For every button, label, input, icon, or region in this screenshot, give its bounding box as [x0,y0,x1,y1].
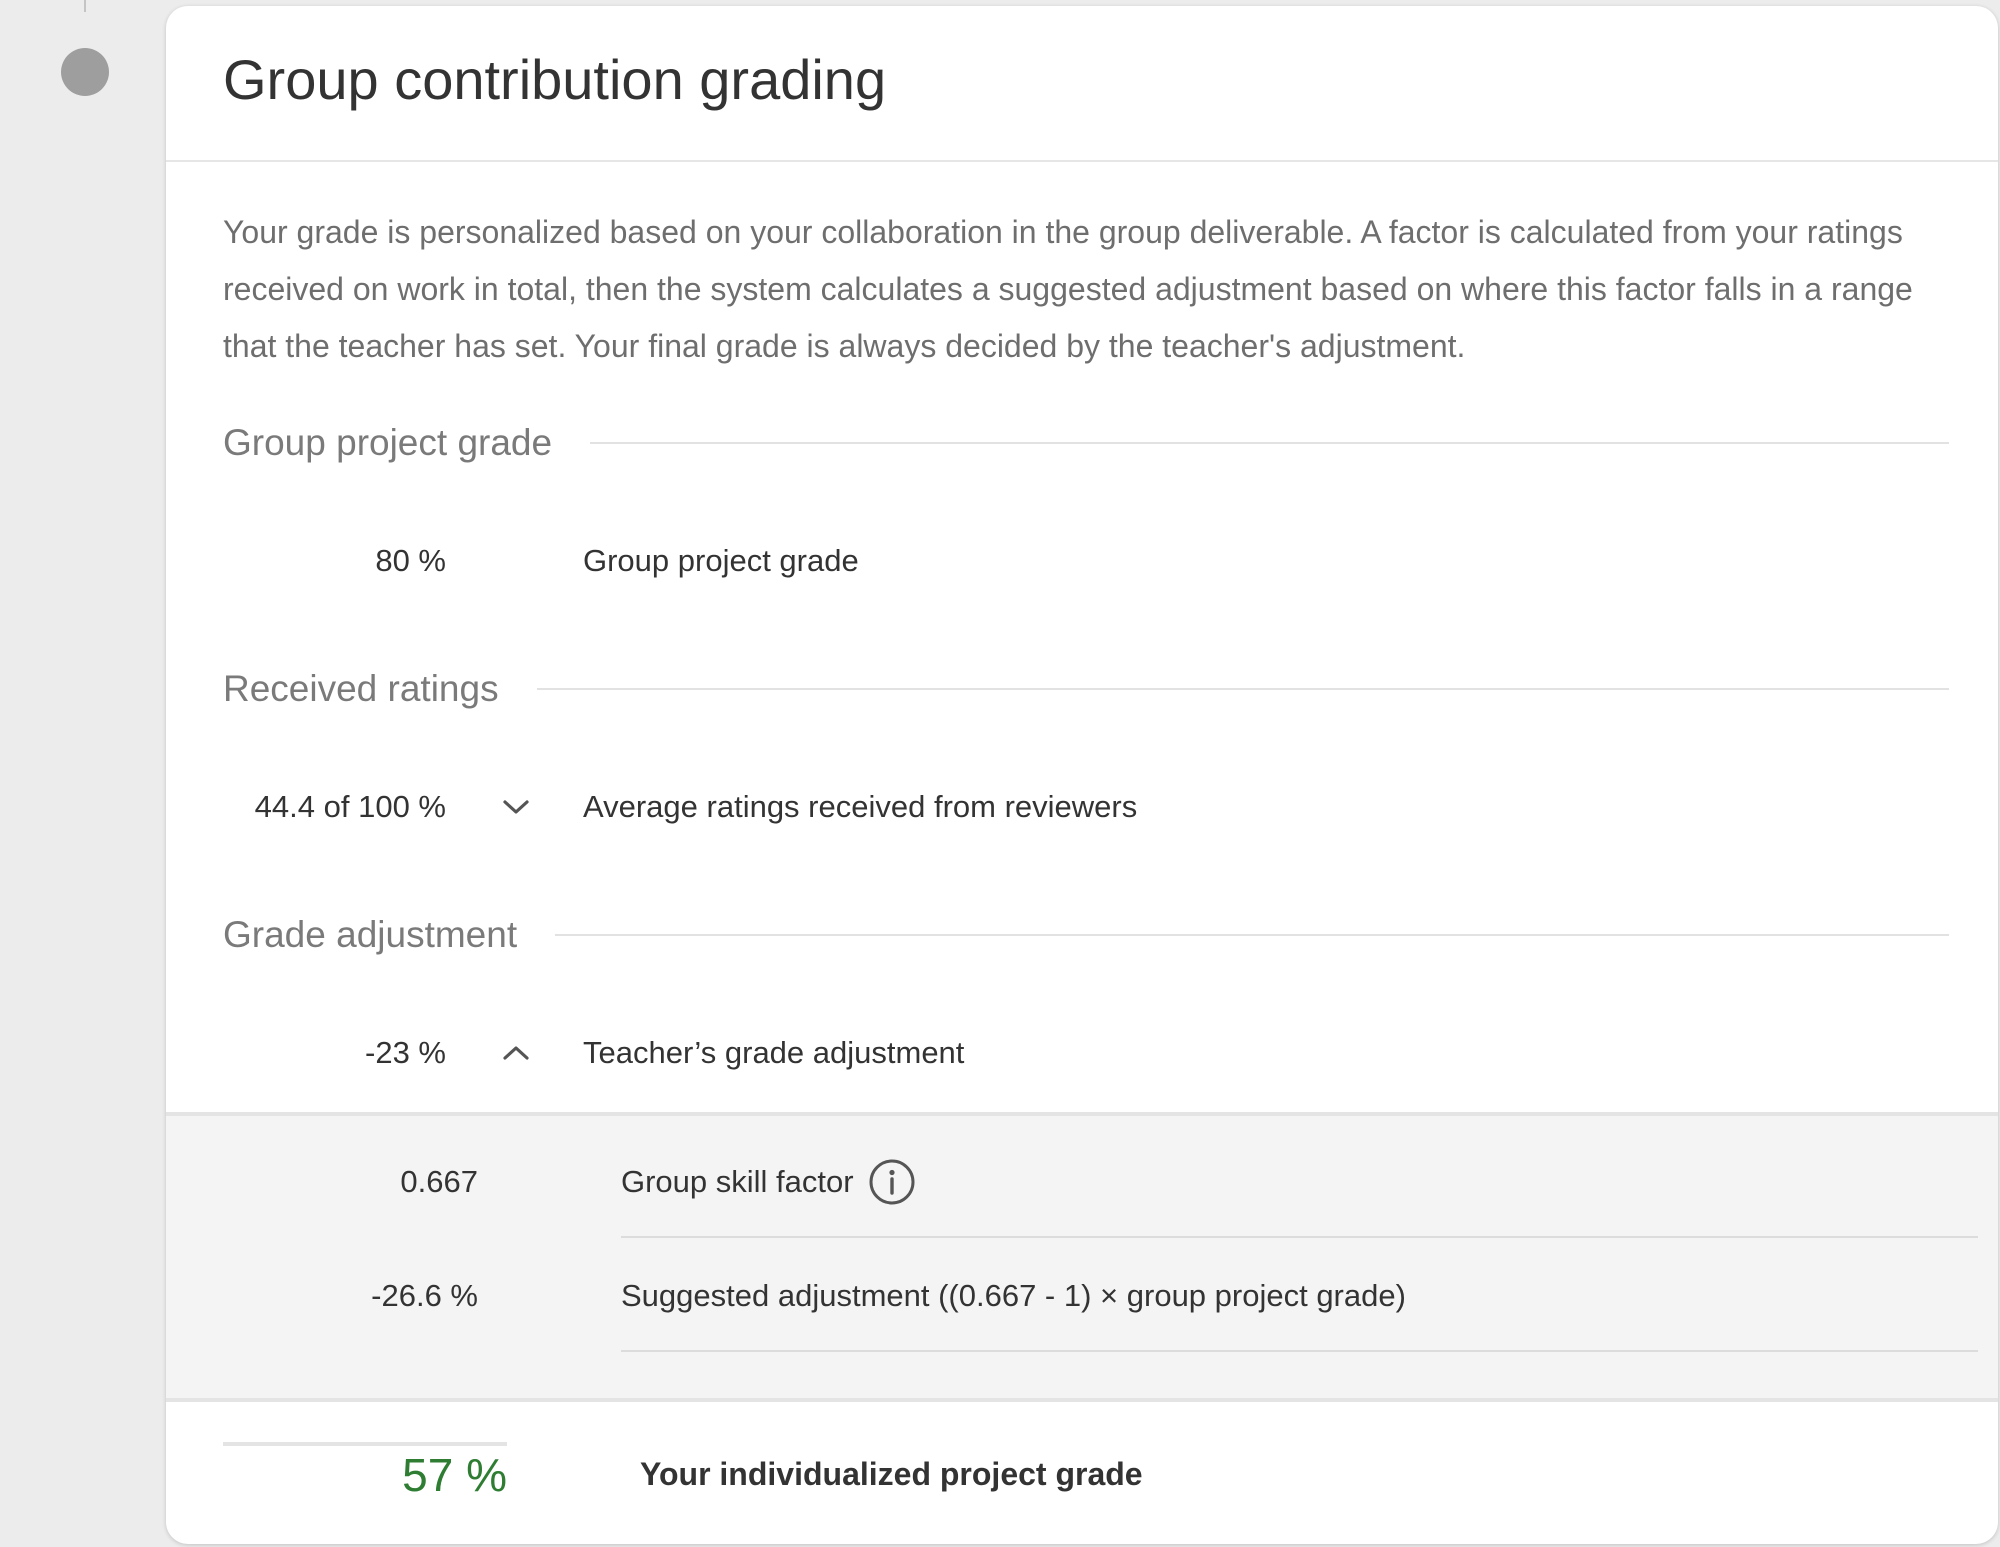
section-divider [590,442,1949,444]
grade-adjustment-value: -23 % [365,1035,446,1070]
individualized-grade-value: 57 % [402,1449,507,1501]
section-divider [555,934,1949,936]
total-divider [223,1442,507,1446]
skill-factor-label-wrap: Group skill factor [621,1126,916,1238]
skill-factor-label: Group skill factor [621,1164,854,1199]
suggested-adjustment-value: -26.6 % [371,1278,478,1313]
suggested-adjustment-row: -26.6 % Suggested adjustment ((0.667 - 1… [166,1240,1998,1352]
skill-factor-value: 0.667 [400,1164,478,1199]
section-heading-grade-adjustment: Grade adjustment [223,914,1949,956]
section-heading-label: Group project grade [223,422,553,463]
group-project-grade-row: 80 % Group project grade [166,531,1998,591]
detail-divider [621,1350,1978,1352]
chevron-down-icon[interactable] [498,789,534,825]
info-icon[interactable] [868,1158,916,1206]
timeline-dot [61,48,109,96]
section-heading-label: Received ratings [223,668,499,709]
section-heading-received-ratings: Received ratings [223,668,1949,710]
received-ratings-row: 44.4 of 100 % Average ratings received f… [166,777,1998,837]
received-ratings-value: 44.4 of 100 % [254,789,446,824]
skill-factor-row: 0.667 Group skill factor [166,1126,1998,1238]
individualized-grade-total: 57 % Your individualized project grade [166,1402,1998,1544]
chevron-up-icon[interactable] [498,1035,534,1071]
timeline-connector [84,0,86,12]
grade-adjustment-label: Teacher’s grade adjustment [583,1035,965,1070]
adjustment-details-panel: 0.667 Group skill factor -26.6 % Suggest… [166,1112,1998,1402]
section-heading-label: Grade adjustment [223,914,518,955]
grade-adjustment-row: -23 % Teacher’s grade adjustment [166,1023,1998,1083]
group-contribution-card: Group contribution grading Your grade is… [166,6,1998,1544]
suggested-adjustment-label: Suggested adjustment ((0.667 - 1) × grou… [621,1278,1406,1313]
card-title: Group contribution grading [223,47,887,111]
detail-divider [621,1236,1978,1238]
received-ratings-label: Average ratings received from reviewers [583,789,1138,824]
group-project-grade-label: Group project grade [583,543,859,578]
section-divider [536,688,1949,690]
individualized-grade-label: Your individualized project grade [640,1456,1143,1492]
grading-description: Your grade is personalized based on your… [223,214,1913,364]
card-header: Group contribution grading [166,6,1998,162]
group-project-grade-value: 80 % [375,543,446,578]
section-heading-group-project: Group project grade [223,422,1949,464]
